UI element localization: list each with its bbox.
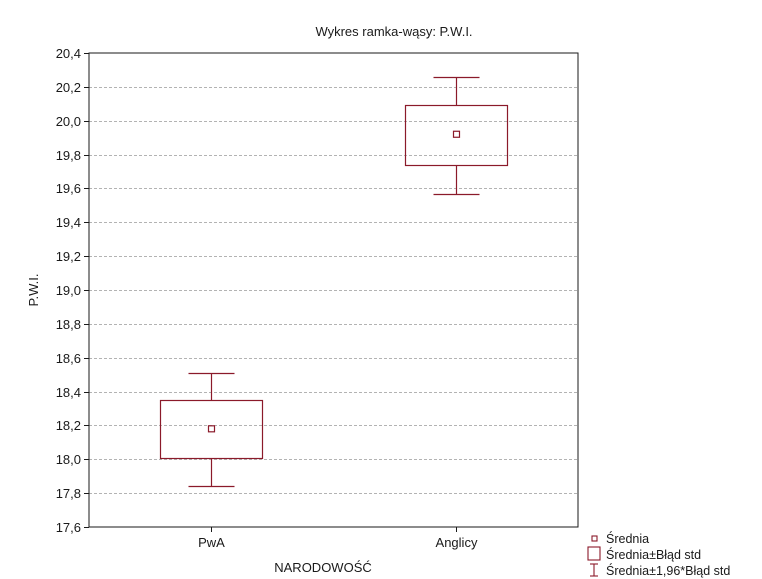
x-tick-label: PwA <box>198 535 225 550</box>
y-tick-label: 19,4 <box>56 215 81 230</box>
y-tick-label: 19,2 <box>56 249 81 264</box>
x-tick-label: Anglicy <box>436 535 478 550</box>
y-axis-label: P.W.I. <box>26 274 41 307</box>
y-tick-label: 20,2 <box>56 80 81 95</box>
y-tick-label: 17,6 <box>56 520 81 535</box>
legend-mean-icon <box>591 535 598 542</box>
mean-point <box>207 425 216 433</box>
y-tick-label: 19,0 <box>56 283 81 298</box>
x-axis-label: NARODOWOŚĆ <box>274 560 372 575</box>
y-tick-label: 18,4 <box>56 385 81 400</box>
y-tick-label: 17,8 <box>56 486 81 501</box>
mean-point <box>452 130 461 138</box>
box-std-error <box>404 104 509 167</box>
gridlines <box>89 87 578 494</box>
box-plot-marks <box>159 76 509 488</box>
axes: 17,6 17,8 18,0 18,2 18,4 18,6 18,8 19,0 19,2 19,4… <box>56 46 478 550</box>
y-tick-label: 18,2 <box>56 418 81 433</box>
plot-area-frame <box>88 52 579 528</box>
legend-box-icon <box>587 546 601 561</box>
chart-title: Wykres ramka-wąsy: P.W.I. <box>315 24 472 39</box>
y-tick-label: 18,0 <box>56 452 81 467</box>
legend-label: Średnia±Błąd std <box>606 547 701 562</box>
y-tick-label: 19,6 <box>56 181 81 196</box>
legend-label: Średnia <box>606 531 649 546</box>
y-tick-label: 20,0 <box>56 114 81 129</box>
y-tick-label: 20,4 <box>56 46 81 61</box>
y-tick-label: 18,8 <box>56 317 81 332</box>
y-tick-label: 18,6 <box>56 351 81 366</box>
legend-label: Średnia±1,96*Błąd std <box>606 563 730 578</box>
y-tick-label: 19,8 <box>56 148 81 163</box>
box-std-error <box>159 399 264 460</box>
